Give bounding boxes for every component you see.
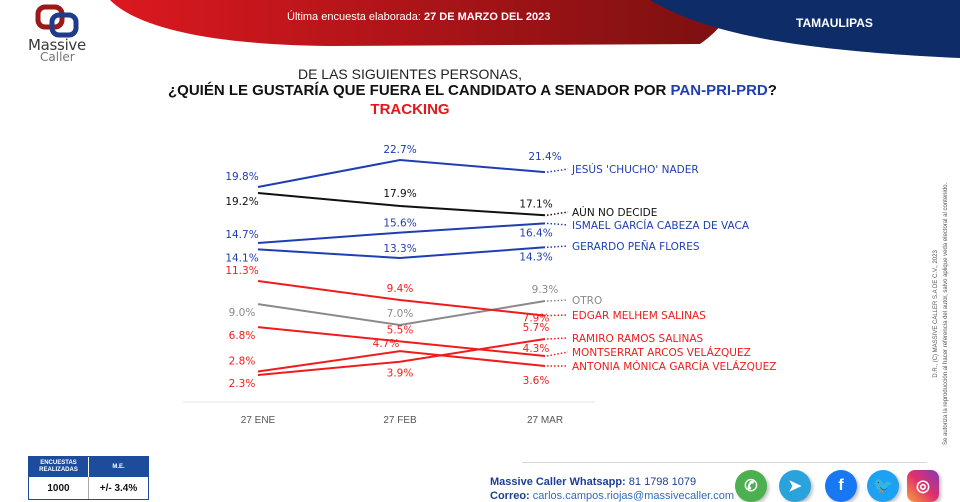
data-label: 3.9% — [387, 368, 414, 380]
series-name-label: EDGAR MELHEM SALINAS — [572, 310, 706, 322]
email-label: Correo: — [490, 490, 530, 502]
data-label: 14.1% — [225, 252, 258, 264]
leader-dots — [546, 168, 569, 173]
banner-blue-shape — [650, 0, 960, 58]
leader-dots — [546, 211, 569, 216]
series-name-label: OTRO — [572, 295, 602, 307]
copyright-line2: Se autoriza la reproducción al hacer ref… — [943, 182, 949, 445]
twitter-icon[interactable]: 🐦 — [867, 470, 899, 502]
data-label: 5.7% — [523, 322, 550, 334]
data-label: 16.4% — [519, 227, 552, 239]
leader-dots — [546, 314, 569, 317]
email-contact: Correo: carlos.campos.riojas@massivecall… — [490, 490, 734, 502]
data-label: 9.3% — [532, 284, 559, 296]
whatsapp-icon[interactable]: ✆ — [735, 470, 767, 502]
series-line — [257, 350, 546, 373]
margin-error-value: +/- 3.4% — [88, 477, 148, 499]
massive-caller-logo — [35, 4, 79, 38]
chart-title: TRACKING — [370, 101, 450, 118]
question-line1: DE LAS SIGUIENTES PERSONAS, — [297, 66, 523, 82]
whatsapp-number[interactable]: 81 1798 1079 — [628, 476, 697, 488]
data-label: 4.7% — [373, 338, 400, 350]
email-link[interactable]: carlos.campos.riojas@massivecaller.com — [532, 490, 735, 502]
state-name: TAMAULIPAS — [796, 16, 873, 30]
series-line — [257, 300, 546, 327]
data-label: 14.3% — [519, 251, 552, 263]
series-name-label: ANTONIA MÓNICA GARCÍA VELÁZQUEZ — [572, 360, 776, 373]
banner-red-shape — [110, 0, 735, 46]
data-label: 13.3% — [383, 243, 416, 255]
data-label: 9.0% — [229, 307, 256, 319]
footer-divider — [522, 462, 927, 463]
data-label: 21.4% — [528, 151, 561, 163]
data-label: 9.4% — [387, 283, 414, 295]
leader-dots — [546, 245, 569, 249]
series-name-label: MONTSERRAT ARCOS VELÁZQUEZ — [572, 346, 751, 359]
x-tick-label: 27 ENE — [241, 415, 276, 426]
series-line — [257, 222, 546, 244]
data-label: 17.1% — [519, 198, 552, 210]
leader-dots — [546, 351, 569, 357]
leader-dots — [546, 337, 569, 340]
x-tick-label: 27 MAR — [527, 415, 563, 426]
party-name: PAN-PRI-PRD — [670, 82, 768, 99]
series-line — [257, 338, 546, 376]
series-name-label: AÚN NO DECIDE — [572, 206, 657, 219]
copyright-line1: D.R., (C) MASSIVE CALLER S.A DE C.V., 20… — [933, 250, 939, 378]
whatsapp-label: Massive Caller Whatsapp: — [490, 476, 626, 488]
last-survey-value: 27 DE MARZO DEL 2023 — [423, 11, 551, 23]
data-label: 15.6% — [383, 218, 416, 230]
last-survey-label: Última encuesta elaborada: — [287, 11, 421, 23]
data-label: 7.9% — [523, 313, 550, 325]
brand-name-line1: Massive — [28, 36, 86, 54]
data-label: 11.3% — [225, 265, 258, 277]
x-tick-label: 27 FEB — [383, 415, 417, 426]
header-banner — [110, 0, 960, 58]
whatsapp-contact: Massive Caller Whatsapp: 81 1798 1079 — [490, 476, 696, 488]
leader-dots — [546, 222, 569, 226]
series-line — [257, 280, 546, 317]
question-line2: ¿QUIÉN LE GUSTARÍA QUE FUERA EL CANDIDAT… — [168, 82, 777, 99]
surveys-header: ENCUESTAS REALIZADAS — [39, 460, 78, 473]
data-label: 5.5% — [387, 324, 414, 336]
series-line — [257, 326, 546, 357]
data-label: 3.6% — [523, 375, 550, 387]
data-label: 7.0% — [387, 308, 414, 320]
brand-name-line2: Caller — [40, 50, 75, 64]
data-label: 17.9% — [383, 188, 416, 200]
question-mark: ? — [767, 82, 777, 99]
last-survey-date: Última encuesta elaborada: 27 DE MARZO D… — [287, 11, 550, 23]
instagram-icon[interactable]: ◎ — [907, 470, 939, 502]
leader-dots — [546, 299, 569, 302]
data-label: 19.2% — [225, 196, 258, 208]
series-name-label: ISMAEL GARCÍA CABEZA DE VACA — [572, 219, 750, 232]
facebook-icon[interactable]: f — [825, 470, 857, 502]
series-name-label: RAMIRO RAMOS SALINAS — [572, 333, 704, 345]
data-label: 2.8% — [229, 356, 256, 368]
data-label: 22.7% — [383, 144, 416, 156]
copyright-note: D.R., (C) MASSIVE CALLER S.A DE C.V., 20… — [931, 183, 951, 445]
series-line — [257, 158, 546, 188]
data-label: 6.8% — [229, 330, 256, 342]
data-label: 4.3% — [523, 343, 550, 355]
data-label: 2.3% — [229, 378, 256, 390]
series-line — [257, 192, 546, 217]
series-line — [257, 246, 546, 260]
surveys-value: 1000 — [47, 482, 70, 494]
margin-error-header: M.E. — [88, 457, 148, 477]
question-text: ¿QUIÉN LE GUSTARÍA QUE FUERA EL CANDIDAT… — [168, 82, 671, 99]
telegram-icon[interactable]: ➤ — [779, 470, 811, 502]
data-label: 14.7% — [225, 229, 258, 241]
series-name-label: GERARDO PEÑA FLORES — [572, 240, 700, 253]
data-label: 19.8% — [225, 171, 258, 183]
survey-stats-table: ENCUESTAS REALIZADAS M.E. 1000 +/- 3.4% — [28, 456, 149, 500]
series-name-label: JESÚS 'CHUCHO' NADER — [571, 163, 699, 176]
